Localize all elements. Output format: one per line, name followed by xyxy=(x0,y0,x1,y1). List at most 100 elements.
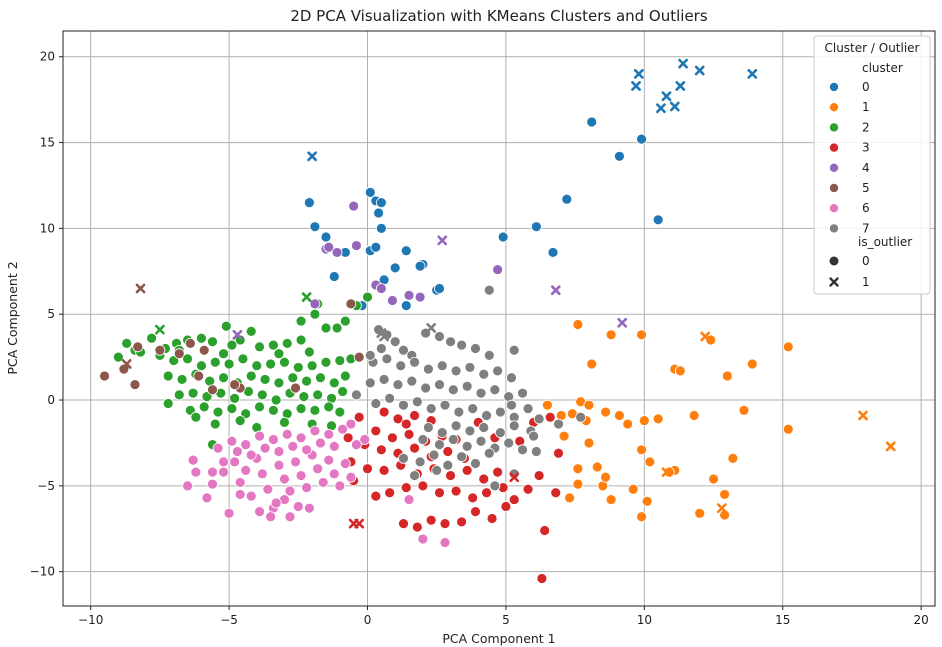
point-cluster-0 xyxy=(497,231,509,243)
point-cluster-2 xyxy=(229,392,241,404)
legend-entry-cluster-0: 0 xyxy=(829,80,870,94)
point-cluster-7 xyxy=(483,350,495,361)
point-cluster-6 xyxy=(284,511,296,523)
point-cluster-1 xyxy=(542,399,553,411)
point-cluster-5 xyxy=(345,298,357,310)
point-cluster-7 xyxy=(406,375,418,387)
legend-label-cluster-1: 1 xyxy=(862,100,870,114)
point-cluster-7 xyxy=(489,384,501,396)
point-cluster-3 xyxy=(362,463,373,475)
point-cluster-1 xyxy=(614,410,625,421)
point-cluster-2 xyxy=(323,401,335,413)
point-cluster-2 xyxy=(273,377,285,389)
point-cluster-2 xyxy=(226,403,238,415)
outlier-cluster-0 xyxy=(661,91,672,102)
point-cluster-0 xyxy=(547,247,559,258)
outlier-cluster-0 xyxy=(694,65,705,76)
y-tick-label: 0 xyxy=(47,393,55,407)
point-cluster-5 xyxy=(173,348,185,360)
point-cluster-1 xyxy=(622,418,634,430)
point-cluster-2 xyxy=(254,401,265,413)
point-cluster-7 xyxy=(392,379,404,390)
x-tick-label: 5 xyxy=(502,613,510,627)
point-cluster-7 xyxy=(411,396,423,408)
point-cluster-7 xyxy=(508,420,520,432)
point-cluster-2 xyxy=(218,348,229,360)
point-cluster-1 xyxy=(708,473,719,485)
point-cluster-1 xyxy=(564,492,575,504)
point-cluster-2 xyxy=(309,308,321,320)
point-cluster-6 xyxy=(359,434,371,445)
data-points xyxy=(99,58,896,584)
point-cluster-2 xyxy=(251,360,263,372)
legend-style-title: is_outlier xyxy=(858,235,912,249)
point-cluster-5 xyxy=(129,379,141,390)
point-cluster-7 xyxy=(417,434,429,445)
point-cluster-1 xyxy=(641,495,653,507)
point-cluster-4 xyxy=(492,264,504,275)
point-cluster-7 xyxy=(381,353,393,365)
point-cluster-3 xyxy=(417,480,429,492)
point-cluster-5 xyxy=(290,382,301,394)
point-cluster-2 xyxy=(295,334,307,346)
point-cluster-2 xyxy=(292,362,304,373)
point-cluster-6 xyxy=(339,458,351,469)
point-cluster-6 xyxy=(345,471,357,483)
legend-marker-cluster-4 xyxy=(829,163,839,173)
point-cluster-7 xyxy=(428,449,440,461)
point-cluster-4 xyxy=(403,289,415,301)
point-cluster-7 xyxy=(445,336,456,348)
point-cluster-5 xyxy=(184,337,196,349)
point-cluster-7 xyxy=(423,422,434,433)
point-cluster-3 xyxy=(522,483,534,495)
point-cluster-3 xyxy=(400,482,412,493)
point-cluster-1 xyxy=(694,507,706,519)
legend-box xyxy=(813,35,931,295)
point-cluster-1 xyxy=(591,461,603,473)
point-cluster-0 xyxy=(375,197,387,209)
point-cluster-2 xyxy=(334,406,346,418)
point-cluster-6 xyxy=(240,465,252,476)
point-cluster-2 xyxy=(173,389,185,401)
point-cluster-7 xyxy=(528,430,540,442)
point-cluster-6 xyxy=(254,506,265,517)
point-cluster-1 xyxy=(605,329,617,341)
point-cluster-1 xyxy=(738,404,750,416)
point-cluster-2 xyxy=(270,394,282,406)
point-cluster-2 xyxy=(267,339,279,351)
point-cluster-6 xyxy=(279,473,290,485)
point-cluster-7 xyxy=(483,447,495,459)
point-cluster-3 xyxy=(370,490,382,502)
point-cluster-3 xyxy=(378,406,390,418)
point-cluster-5 xyxy=(118,363,130,375)
point-cluster-2 xyxy=(267,404,279,416)
outlier-cluster-7 xyxy=(426,323,437,333)
point-cluster-2 xyxy=(287,372,299,384)
point-cluster-7 xyxy=(370,398,382,409)
point-cluster-7 xyxy=(530,446,542,457)
point-cluster-6 xyxy=(212,442,224,454)
outlier-cluster-0 xyxy=(656,103,666,114)
point-cluster-2 xyxy=(207,336,218,348)
point-cluster-3 xyxy=(478,473,490,485)
point-cluster-4 xyxy=(348,200,360,212)
point-cluster-7 xyxy=(481,410,492,421)
outlier-cluster-0 xyxy=(747,69,758,79)
legend-x-marker xyxy=(829,277,839,287)
point-cluster-7 xyxy=(453,406,465,418)
point-cluster-7 xyxy=(442,459,454,471)
point-cluster-7 xyxy=(467,403,479,415)
point-cluster-2 xyxy=(295,403,307,415)
point-cluster-7 xyxy=(456,451,468,463)
point-cluster-7 xyxy=(351,389,362,401)
point-cluster-3 xyxy=(539,525,551,536)
point-cluster-1 xyxy=(558,430,570,442)
point-cluster-7 xyxy=(434,379,445,390)
point-cluster-0 xyxy=(434,283,445,294)
point-cluster-1 xyxy=(782,341,794,353)
point-cluster-6 xyxy=(218,466,229,478)
point-cluster-1 xyxy=(782,423,794,435)
point-cluster-2 xyxy=(121,337,133,349)
point-cluster-6 xyxy=(256,468,268,480)
x-tick-label: −10 xyxy=(78,613,103,627)
